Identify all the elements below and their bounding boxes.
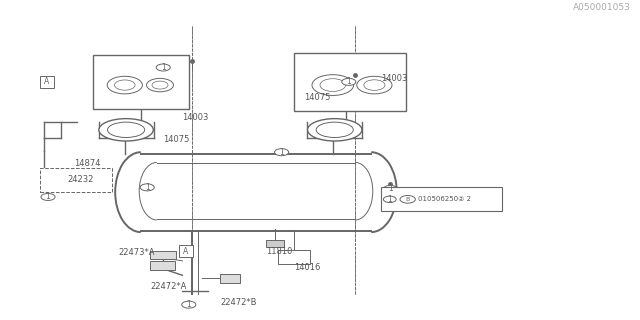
Text: A050001053: A050001053	[573, 3, 630, 12]
Text: 14075: 14075	[163, 135, 189, 144]
Ellipse shape	[108, 76, 143, 94]
Text: 14016: 14016	[294, 263, 321, 272]
Text: 1: 1	[279, 148, 284, 157]
Bar	[40, 76, 54, 88]
Bar	[150, 251, 176, 259]
Ellipse shape	[312, 75, 354, 95]
Text: 14003: 14003	[182, 113, 209, 122]
Text: 1: 1	[186, 300, 191, 309]
Text: 010506250② 2: 010506250② 2	[418, 196, 471, 202]
Text: A: A	[183, 247, 188, 256]
Text: 1: 1	[388, 184, 393, 194]
Text: 24232: 24232	[67, 175, 93, 184]
Text: 1: 1	[161, 63, 166, 72]
Circle shape	[383, 185, 397, 192]
Text: 14003: 14003	[381, 74, 407, 83]
Bar	[266, 240, 284, 247]
Circle shape	[156, 64, 170, 71]
Text: B: B	[406, 197, 410, 202]
Ellipse shape	[99, 119, 154, 141]
Bar	[220, 274, 240, 283]
Bar	[381, 187, 502, 211]
Text: 22473*A: 22473*A	[118, 248, 155, 257]
Ellipse shape	[152, 81, 168, 89]
Text: A: A	[44, 77, 49, 86]
Text: 1: 1	[346, 77, 351, 86]
Bar	[93, 55, 189, 109]
Text: 22472*A: 22472*A	[150, 282, 187, 291]
Circle shape	[140, 184, 154, 191]
Text: 14075: 14075	[304, 93, 330, 102]
Text: 1: 1	[387, 195, 392, 204]
Bar	[40, 168, 112, 192]
Ellipse shape	[364, 80, 385, 90]
Bar	[294, 53, 406, 111]
Text: 11810: 11810	[266, 247, 292, 256]
Text: 14874: 14874	[74, 159, 100, 168]
Text: 1: 1	[145, 183, 150, 192]
Circle shape	[182, 301, 196, 308]
Circle shape	[342, 78, 356, 85]
Ellipse shape	[108, 122, 145, 138]
Bar	[278, 250, 310, 264]
Ellipse shape	[320, 79, 346, 92]
Text: 22472*B: 22472*B	[221, 298, 257, 307]
Bar	[150, 261, 175, 270]
Circle shape	[275, 149, 289, 156]
Bar	[179, 245, 193, 257]
Circle shape	[383, 196, 396, 203]
Circle shape	[400, 196, 415, 203]
Circle shape	[41, 193, 55, 200]
Ellipse shape	[147, 78, 173, 92]
Ellipse shape	[115, 80, 135, 90]
Text: 1: 1	[45, 192, 51, 202]
Ellipse shape	[308, 119, 362, 141]
Ellipse shape	[357, 76, 392, 94]
Ellipse shape	[316, 122, 353, 138]
